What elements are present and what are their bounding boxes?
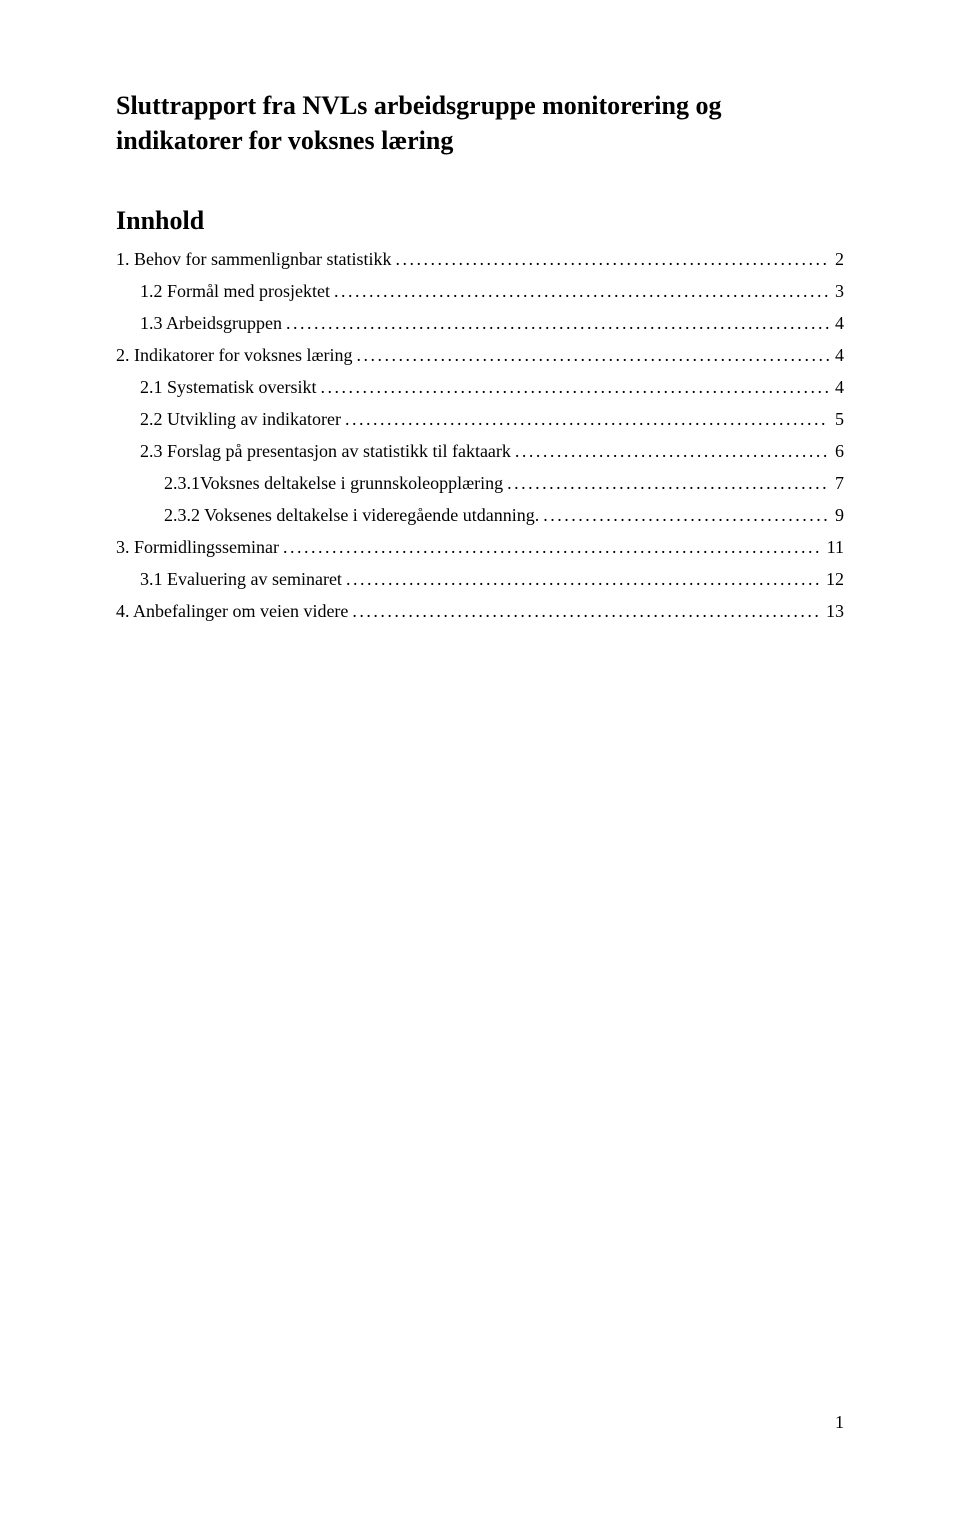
toc-entry: 3.1 Evaluering av seminaret 12 <box>116 570 844 588</box>
toc-entry-page: 12 <box>824 570 844 588</box>
toc-entry-label: 3. Formidlingsseminar <box>116 538 279 556</box>
toc-leader-dots <box>283 538 821 556</box>
toc-leader-dots <box>334 282 829 300</box>
toc-entry-page: 5 <box>833 410 844 428</box>
toc-leader-dots <box>321 378 830 396</box>
toc-leader-dots <box>345 410 829 428</box>
toc-entry-label: 1. Behov for sammenlignbar statistikk <box>116 250 391 268</box>
toc-entry-page: 7 <box>833 474 844 492</box>
toc-leader-dots <box>346 570 820 588</box>
toc-entry-page: 11 <box>825 538 844 556</box>
toc-entry-label: 4. Anbefalinger om veien videre <box>116 602 348 620</box>
toc-entry-label: 2.1 Systematisk oversikt <box>140 378 317 396</box>
document-title: Sluttrapport fra NVLs arbeidsgruppe moni… <box>116 88 844 158</box>
toc-entry-page: 2 <box>833 250 844 268</box>
toc-entry: 1.2 Formål med prosjektet 3 <box>116 282 844 300</box>
toc-entry-label: 2.3 Forslag på presentasjon av statistik… <box>140 442 511 460</box>
toc-leader-dots <box>286 314 829 332</box>
toc-entry-page: 6 <box>833 442 844 460</box>
toc-entry-page: 4 <box>833 378 844 396</box>
toc-entry: 2.2 Utvikling av indikatorer 5 <box>116 410 844 428</box>
toc-entry-page: 13 <box>824 602 844 620</box>
toc-entry: 1. Behov for sammenlignbar statistikk 2 <box>116 250 844 268</box>
page-number: 1 <box>835 1412 844 1433</box>
toc-leader-dots <box>356 346 829 364</box>
toc-entry-page: 4 <box>833 346 844 364</box>
toc-entry-page: 3 <box>833 282 844 300</box>
toc-leader-dots <box>395 250 829 268</box>
toc-leader-dots <box>543 506 829 524</box>
toc-entry-label: 2. Indikatorer for voksnes læring <box>116 346 352 364</box>
table-of-contents: 1. Behov for sammenlignbar statistikk21.… <box>116 250 844 620</box>
toc-entry: 2. Indikatorer for voksnes læring 4 <box>116 346 844 364</box>
toc-entry: 2.1 Systematisk oversikt 4 <box>116 378 844 396</box>
toc-entry: 3. Formidlingsseminar 11 <box>116 538 844 556</box>
toc-entry-label: 2.3.1Voksnes deltakelse i grunnskoleoppl… <box>164 474 503 492</box>
toc-entry: 2.3.1Voksnes deltakelse i grunnskoleoppl… <box>116 474 844 492</box>
toc-entry-label: 2.2 Utvikling av indikatorer <box>140 410 341 428</box>
toc-leader-dots <box>507 474 829 492</box>
toc-entry: 2.3 Forslag på presentasjon av statistik… <box>116 442 844 460</box>
toc-entry-page: 9 <box>833 506 844 524</box>
toc-leader-dots <box>515 442 829 460</box>
toc-entry-label: 1.3 Arbeidsgruppen <box>140 314 282 332</box>
toc-entry-label: 2.3.2 Voksenes deltakelse i videregående… <box>164 506 539 524</box>
toc-entry: 4. Anbefalinger om veien videre 13 <box>116 602 844 620</box>
toc-entry: 2.3.2 Voksenes deltakelse i videregående… <box>116 506 844 524</box>
toc-entry: 1.3 Arbeidsgruppen 4 <box>116 314 844 332</box>
toc-entry-label: 3.1 Evaluering av seminaret <box>140 570 342 588</box>
toc-heading: Innhold <box>116 206 844 236</box>
toc-leader-dots <box>352 602 820 620</box>
toc-entry-label: 1.2 Formål med prosjektet <box>140 282 330 300</box>
toc-entry-page: 4 <box>833 314 844 332</box>
